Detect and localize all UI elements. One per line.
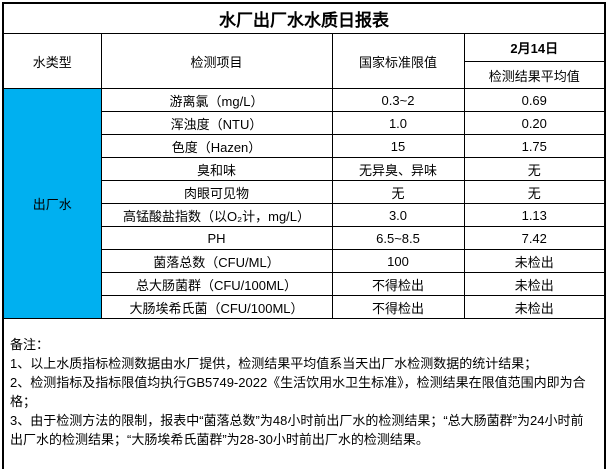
item-label: 大肠埃希氏菌（CFU/100ML） [100, 295, 333, 319]
limit-value: 0.3~2 [331, 88, 465, 112]
header-date: 2月14日 [463, 33, 606, 62]
table-row: 出厂水 游离氯（mg/L） 0.3~2 0.69 [2, 88, 606, 319]
limit-value: 3.0 [331, 203, 465, 227]
item-label: 总大肠菌群（CFU/100ML） [100, 272, 333, 296]
water-type-cell: 出厂水 [2, 88, 102, 319]
header-row: 水类型 检测项目 国家标准限值 2月14日 [2, 33, 606, 89]
result-value: 7.42 [463, 226, 606, 250]
item-label: 游离氯（mg/L） [100, 88, 333, 112]
result-value: 未检出 [463, 272, 606, 296]
item-label: 菌落总数（CFU/ML） [100, 249, 333, 273]
table-row: 浑浊度（NTU） 1.0 0.20 [3, 111, 606, 135]
result-value: 无 [463, 180, 606, 204]
header-subrow: 检测结果平均值 [3, 61, 606, 89]
item-label: 肉眼可见物 [100, 180, 333, 204]
table-row: 高锰酸盐指数（以O₂计，mg/L） 3.0 1.13 [3, 203, 606, 227]
title-row: 水厂出厂水水质日报表 [2, 2, 606, 34]
notes-cell: 备注： 1、以上水质指标检测数据由水厂提供，检测结果平均值系当天出厂水检测数据的… [2, 318, 606, 469]
limit-value: 15 [331, 134, 465, 158]
result-value: 0.20 [463, 111, 606, 135]
table-row: PH 6.5~8.5 7.42 [3, 226, 606, 250]
item-label: 浑浊度（NTU） [100, 111, 333, 135]
notes-row: 备注： 1、以上水质指标检测数据由水厂提供，检测结果平均值系当天出厂水检测数据的… [2, 318, 606, 469]
table-row: 肉眼可见物 无 无 [3, 180, 606, 204]
limit-value: 100 [331, 249, 465, 273]
header-result-avg: 检测结果平均值 [463, 61, 606, 89]
result-value: 未检出 [463, 249, 606, 273]
item-label: 高锰酸盐指数（以O₂计，mg/L） [100, 203, 333, 227]
header-item: 检测项目 [100, 33, 333, 89]
result-value: 无 [463, 157, 606, 181]
table-row: 臭和味 无异臭、异味 无 [3, 157, 606, 181]
note-line-1: 1、以上水质指标检测数据由水厂提供，检测结果平均值系当天出厂水检测数据的统计结果… [10, 356, 538, 371]
limit-value: 不得检出 [331, 295, 465, 319]
notes-label: 备注： [10, 337, 50, 352]
limit-value: 1.0 [331, 111, 465, 135]
result-value: 未检出 [463, 295, 606, 319]
table-row: 色度（Hazen） 15 1.75 [3, 134, 606, 158]
note-line-2: 2、检测指标及指标限值均执行GB5749-2022《生活饮用水卫生标准》，检测结… [10, 375, 586, 409]
table-row: 总大肠菌群（CFU/100ML） 不得检出 未检出 [3, 272, 606, 296]
note-line-3: 3、由于检测方法的限制，报表中“菌落总数”为48小时前出厂水的检测结果；“总大肠… [10, 413, 584, 447]
table-row: 菌落总数（CFU/ML） 100 未检出 [3, 249, 606, 273]
page-title: 水厂出厂水水质日报表 [2, 2, 606, 34]
limit-value: 无 [331, 180, 465, 204]
result-value: 0.69 [463, 88, 606, 112]
header-water-type: 水类型 [2, 33, 102, 89]
item-label: 臭和味 [100, 157, 333, 181]
table-row: 大肠埃希氏菌（CFU/100ML） 不得检出 未检出 [3, 295, 606, 319]
limit-value: 6.5~8.5 [331, 226, 465, 250]
result-value: 1.75 [463, 134, 606, 158]
header-standard-limit: 国家标准限值 [331, 33, 465, 89]
item-label: 色度（Hazen） [100, 134, 333, 158]
result-value: 1.13 [463, 203, 606, 227]
limit-value: 不得检出 [331, 272, 465, 296]
limit-value: 无异臭、异味 [331, 157, 465, 181]
item-label: PH [100, 226, 333, 250]
